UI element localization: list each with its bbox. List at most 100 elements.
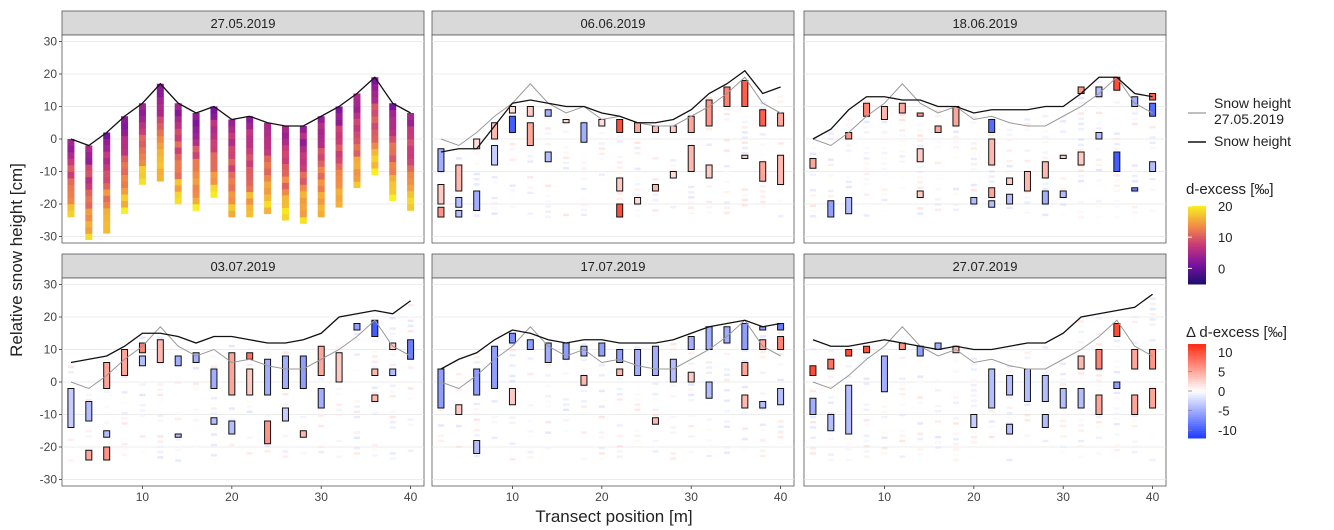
delta-cell-faint <box>1078 320 1085 323</box>
delta-cell-faint <box>509 343 516 347</box>
delta-cell-faint <box>741 349 748 352</box>
dexcess-cell <box>264 122 272 130</box>
dexcess-cell <box>281 144 289 152</box>
delta-cell-faint <box>1113 391 1120 395</box>
delta-cell-faint <box>1095 343 1102 346</box>
delta-cell-faint <box>157 419 164 423</box>
delta-cell-faint <box>1095 168 1102 172</box>
delta-cell-faint <box>527 155 534 158</box>
delta-cell-faint <box>563 130 570 133</box>
legend-dexcess-gradient-step <box>1188 211 1206 215</box>
delta-cell-faint <box>881 131 888 134</box>
dexcess-cell <box>174 166 182 173</box>
delta-cell-faint <box>210 407 217 410</box>
dexcess-cell <box>407 178 415 185</box>
delta-cell-faint <box>1078 112 1085 115</box>
dexcess-cell <box>335 156 343 164</box>
delta-cell-faint <box>881 162 888 165</box>
delta-box <box>67 388 75 428</box>
delta-cell-faint <box>282 434 289 438</box>
delta-cell-faint <box>899 144 906 148</box>
delta-cell-faint <box>777 100 784 104</box>
delta-cell-faint <box>670 169 677 172</box>
delta-cell-faint <box>1042 361 1049 365</box>
delta-box <box>845 349 853 357</box>
delta-cell-faint <box>863 439 870 443</box>
delta-cell-faint <box>952 359 959 363</box>
delta-cell-faint <box>616 166 623 169</box>
ref-snow-line <box>440 76 781 147</box>
dexcess-cell <box>371 77 379 85</box>
delta-cell-faint <box>634 429 641 432</box>
panel-strip <box>431 10 795 36</box>
delta-cell-faint <box>353 379 360 382</box>
delta-cell-faint <box>1024 211 1031 215</box>
delta-cell-faint <box>598 152 605 156</box>
delta-cell-faint <box>899 429 906 432</box>
delta-cell-faint <box>1006 165 1013 168</box>
delta-cell-faint <box>139 404 146 407</box>
delta-cell-faint <box>881 120 888 124</box>
delta-cell-faint <box>741 167 748 170</box>
legend-delta-gradient-step <box>1188 358 1206 361</box>
delta-cell-faint <box>863 419 870 422</box>
dexcess-cell <box>389 155 397 163</box>
delta-box <box>491 122 499 140</box>
dexcess-cell <box>103 201 111 209</box>
delta-box <box>299 430 307 438</box>
delta-cell-faint <box>759 148 766 152</box>
dexcess-cell <box>138 140 146 148</box>
dexcess-cell <box>299 132 307 140</box>
delta-cell-faint <box>336 393 343 396</box>
delta-cell-faint <box>688 388 695 391</box>
delta-cell-faint <box>952 146 959 149</box>
delta-cell-faint <box>545 447 552 450</box>
delta-cell-faint <box>407 319 414 322</box>
dexcess-cell <box>228 145 236 153</box>
delta-cell-faint <box>935 441 942 444</box>
delta-cell-faint <box>952 156 959 159</box>
delta-box <box>669 358 677 383</box>
delta-box <box>741 362 749 376</box>
delta-cell-faint <box>881 172 888 176</box>
dexcess-cell <box>281 182 289 190</box>
delta-box <box>916 112 924 117</box>
dexcess-cell <box>389 122 397 130</box>
delta-cell-faint <box>827 137 834 141</box>
delta-cell-faint <box>917 103 924 106</box>
delta-cell-faint <box>970 441 977 444</box>
legend-dexcess-gradient-step <box>1188 260 1206 264</box>
delta-cell-faint <box>1024 159 1031 163</box>
delta-cell-faint <box>1113 417 1120 421</box>
dexcess-cell <box>192 178 200 185</box>
legend-snow-line-label: Snow height <box>1214 133 1291 149</box>
dexcess-cell <box>317 204 325 212</box>
legend-delta-gradient-step <box>1188 360 1206 364</box>
delta-cell-faint <box>616 434 623 438</box>
delta-box <box>174 355 182 367</box>
delta-cell-faint <box>845 458 852 462</box>
legend-dexcess-gradient-step <box>1188 233 1206 236</box>
delta-cell-faint <box>863 193 870 196</box>
dexcess-cell <box>67 152 75 159</box>
delta-cell-faint <box>777 199 784 202</box>
delta-cell-faint <box>634 408 641 412</box>
delta-cell-faint <box>85 398 92 402</box>
dexcess-cell <box>335 112 343 120</box>
delta-cell-faint <box>1078 101 1085 105</box>
delta-cell-faint <box>193 382 200 386</box>
delta-box <box>455 210 463 218</box>
delta-cell-faint <box>1095 415 1102 419</box>
delta-cell-faint <box>67 370 74 374</box>
dexcess-cell <box>246 204 254 212</box>
delta-cell-faint <box>917 139 924 143</box>
dexcess-cell <box>121 168 129 176</box>
y-tick-label: 30 <box>44 35 58 49</box>
delta-cell-faint <box>1042 156 1049 159</box>
delta-cell-faint <box>723 206 730 209</box>
delta-cell-faint <box>473 434 480 437</box>
delta-cell-faint <box>175 412 182 415</box>
delta-cell-faint <box>407 387 414 390</box>
delta-box <box>616 203 624 218</box>
